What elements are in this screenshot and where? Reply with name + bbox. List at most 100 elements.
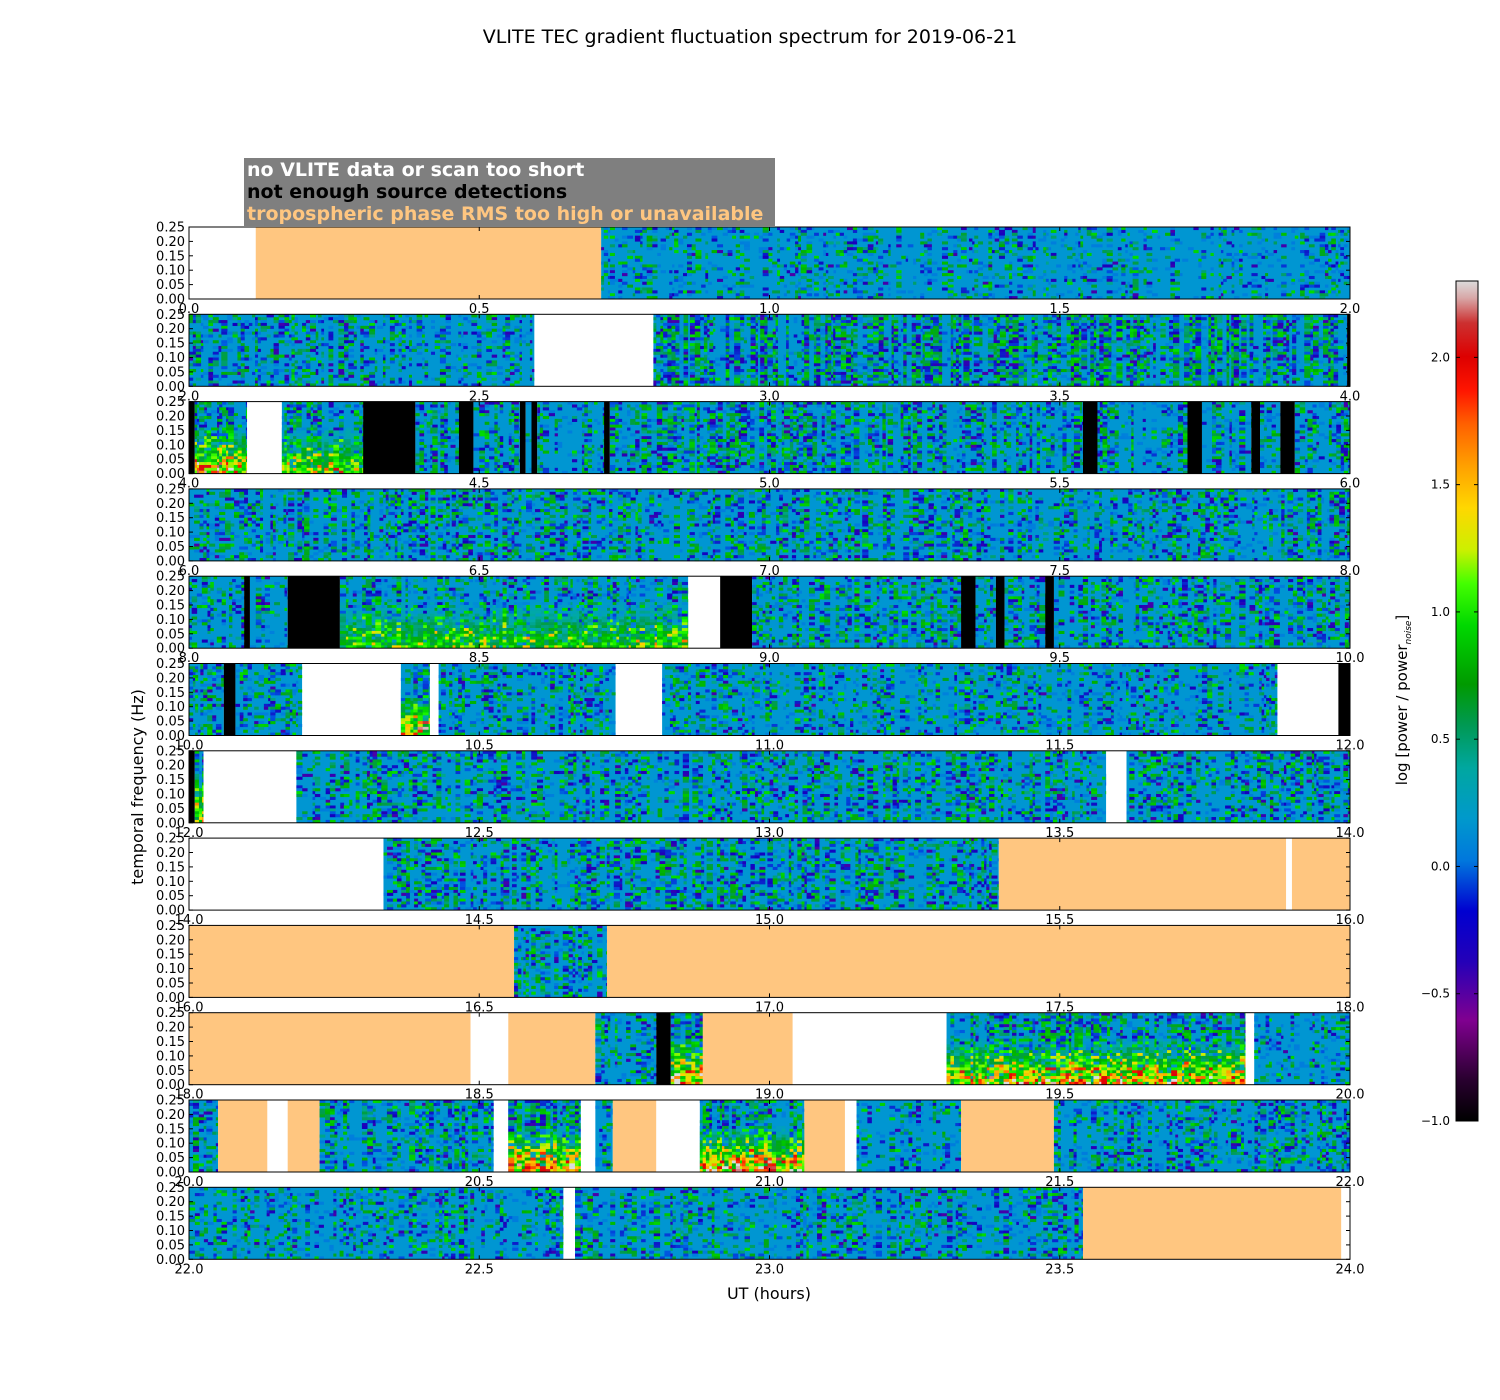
spectrum-cell: [1286, 325, 1290, 329]
spectrum-cell: [1103, 325, 1109, 329]
spectrum-cell: [1333, 354, 1339, 358]
spectrum-cell: [1146, 270, 1153, 274]
spectrum-cell: [675, 331, 680, 335]
spectrum-cell: [1208, 325, 1212, 329]
spectrum-cell: [705, 273, 709, 277]
spectrum-cell: [1246, 351, 1250, 355]
spectrum-cell: [1173, 360, 1180, 364]
spectrum-cell: [1116, 366, 1123, 370]
spectrum-cell: [1310, 334, 1314, 338]
spectrum-cell: [813, 331, 817, 335]
spectrum-cell: [1217, 345, 1223, 350]
spectrum-cell: [1286, 293, 1292, 297]
spectrum-cell: [703, 322, 708, 327]
spectrum-cell: [850, 340, 854, 344]
spectrum-cell: [348, 371, 355, 375]
spectrum-cell: [389, 348, 395, 352]
spectrum-cell: [1173, 348, 1180, 352]
spectrum-cell: [924, 351, 931, 355]
spectrum-cell: [875, 267, 879, 271]
spectrum-cell: [725, 331, 730, 335]
spectrum-cell: [1056, 264, 1062, 268]
spectrum-cell: [416, 317, 423, 321]
spectrum-cell: [1011, 241, 1018, 245]
spectrum-cell: [514, 328, 520, 332]
spectrum-cell: [1288, 363, 1293, 367]
spectrum-cell: [779, 247, 785, 251]
spectrum-cell: [1074, 354, 1080, 358]
spectrum-cell: [734, 383, 741, 387]
spectrum-cell: [996, 337, 1001, 341]
spectrum-cell: [683, 377, 689, 381]
spectrum-cell: [244, 369, 250, 373]
spectrum-cell: [227, 348, 233, 352]
spectrum-cell: [840, 357, 847, 361]
spectrum-cell: [764, 380, 768, 384]
spectrum-cell: [722, 284, 728, 288]
spectrum-cell: [218, 348, 222, 352]
spectrum-cell: [1093, 331, 1097, 335]
spectrum-cell: [1239, 250, 1243, 254]
spectrum-cell: [360, 340, 364, 344]
spectrum-cell: [1174, 296, 1180, 300]
spectrum-cell: [1157, 278, 1161, 282]
spectrum-cell: [458, 334, 462, 338]
spectrum-cell: [915, 322, 921, 327]
spectrum-cell: [1037, 325, 1044, 329]
spectrum-cell: [1143, 334, 1147, 338]
spectrum-cell: [1330, 377, 1334, 381]
spectrum-cell: [1323, 337, 1329, 341]
spectrum-cell: [950, 345, 954, 350]
spectrum-cell: [911, 334, 917, 338]
spectrum-cell: [232, 369, 238, 373]
spectrum-cell: [212, 340, 219, 344]
spectrum-cell: [757, 317, 761, 321]
spectrum-cell: [660, 348, 664, 352]
spectrum-cell: [725, 325, 730, 329]
spectrum-cell: [987, 340, 994, 344]
spectrum-cell: [607, 275, 611, 280]
spectrum-cell: [1099, 334, 1104, 338]
spectrum-cell: [471, 314, 478, 318]
spectrum-cell: [727, 252, 733, 256]
spectrum-cell: [389, 320, 395, 324]
spectrum-cell: [1090, 351, 1095, 355]
spectrum-cell: [772, 314, 776, 318]
spectrum-cell: [1286, 354, 1290, 358]
spectrum-cell: [408, 383, 412, 387]
spectrum-cell: [1340, 261, 1345, 265]
spectrum-cell: [1257, 252, 1262, 256]
spectrum-cell: [922, 334, 925, 338]
spectrum-cell: [1184, 351, 1190, 355]
spectrum-cell: [1078, 264, 1081, 268]
spectrum-cell: [1173, 337, 1180, 341]
spectrum-cell: [979, 328, 983, 332]
spectrum-cell: [930, 371, 934, 375]
spectrum-cell: [705, 275, 709, 280]
spectrum-cell: [294, 331, 298, 335]
spectrum-cell: [947, 322, 952, 327]
spectrum-cell: [920, 232, 925, 236]
spectrum-cell: [1257, 284, 1262, 288]
spectrum-cell: [923, 244, 928, 248]
spectrum-cell: [996, 328, 1001, 332]
spectrum-cell: [1047, 325, 1053, 329]
spectrum-cell: [1333, 337, 1339, 341]
spectrum-cell: [804, 328, 810, 332]
spectrum-cell: [310, 320, 316, 324]
spectrum-cell: [764, 340, 768, 344]
spectrum-cell: [725, 383, 730, 387]
spectrum-cell: [1300, 250, 1305, 254]
spectrum-cell: [906, 377, 913, 381]
spectrum-cell: [1136, 322, 1141, 327]
spectrum-cell: [955, 371, 959, 375]
spectrum-cell: [1032, 250, 1036, 254]
spectrum-cell: [1051, 314, 1057, 318]
spectrum-cell: [603, 232, 609, 236]
spectrum-cell: [609, 273, 615, 277]
spectrum-cell: [947, 252, 954, 256]
spectrum-cell: [463, 317, 468, 321]
spectrum-cell: [194, 413, 198, 417]
spectrum-cell: [1103, 348, 1109, 352]
spectrum-cell: [1056, 325, 1061, 329]
